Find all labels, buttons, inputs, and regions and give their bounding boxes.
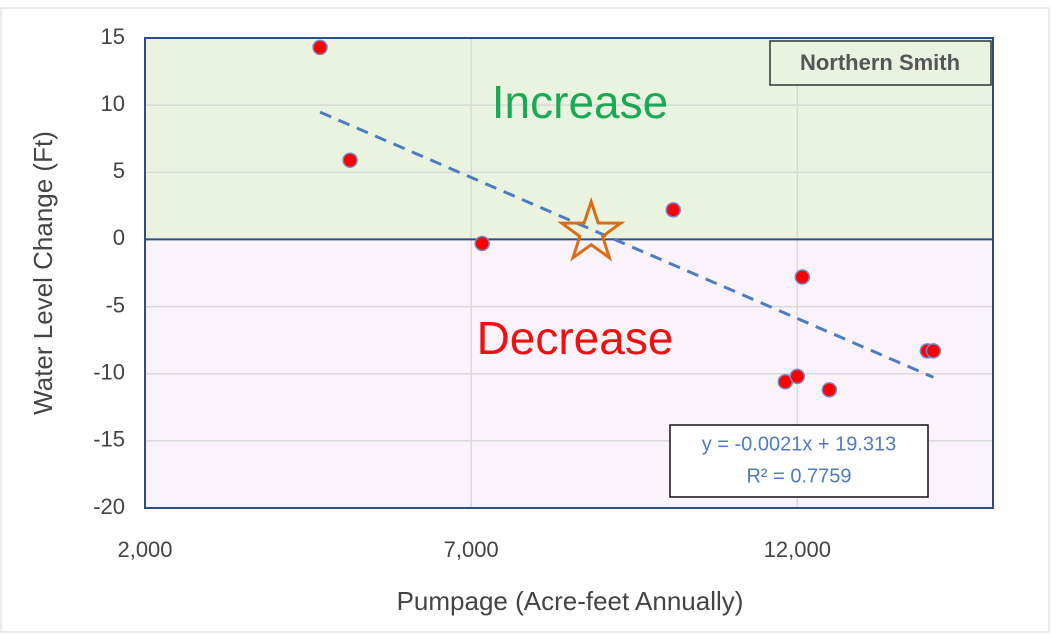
x-tick-label: 2,000 (117, 537, 172, 562)
y-tick-label: 0 (113, 225, 125, 250)
y-tick-label: -5 (105, 292, 125, 317)
data-point (665, 202, 681, 218)
y-tick-label: -10 (93, 360, 125, 385)
data-point (794, 269, 811, 285)
x-tick-label: 12,000 (764, 537, 831, 562)
plot-border (144, 37, 994, 509)
y-tick-label: 10 (101, 91, 125, 116)
x-tick-label: 7,000 (444, 537, 499, 562)
equation-box (669, 424, 929, 498)
highlight-star (557, 196, 626, 262)
region-label: Increase (492, 76, 668, 128)
data-point (342, 152, 358, 168)
region-label: Decrease (477, 312, 674, 364)
legend-label: Northern Smith (800, 50, 960, 75)
y-tick-label: 5 (113, 158, 125, 183)
r-squared: R² = 0.7759 (746, 465, 851, 487)
equation: y = -0.0021x + 19.313 (702, 433, 897, 455)
data-point (789, 368, 806, 385)
data-point (474, 235, 490, 252)
x-axis-label: Pumpage (Acre-feet Annually) (397, 586, 744, 616)
data-point (821, 382, 838, 398)
trendline (319, 110, 934, 379)
y-tick-label: -20 (93, 494, 125, 519)
y-tick-label: 15 (101, 24, 125, 49)
y-tick-label: -15 (93, 427, 125, 452)
legend-box (769, 40, 992, 86)
y-axis-label: Water Level Change (Ft) (28, 131, 58, 415)
data-point (312, 39, 328, 56)
data-point (925, 343, 942, 359)
